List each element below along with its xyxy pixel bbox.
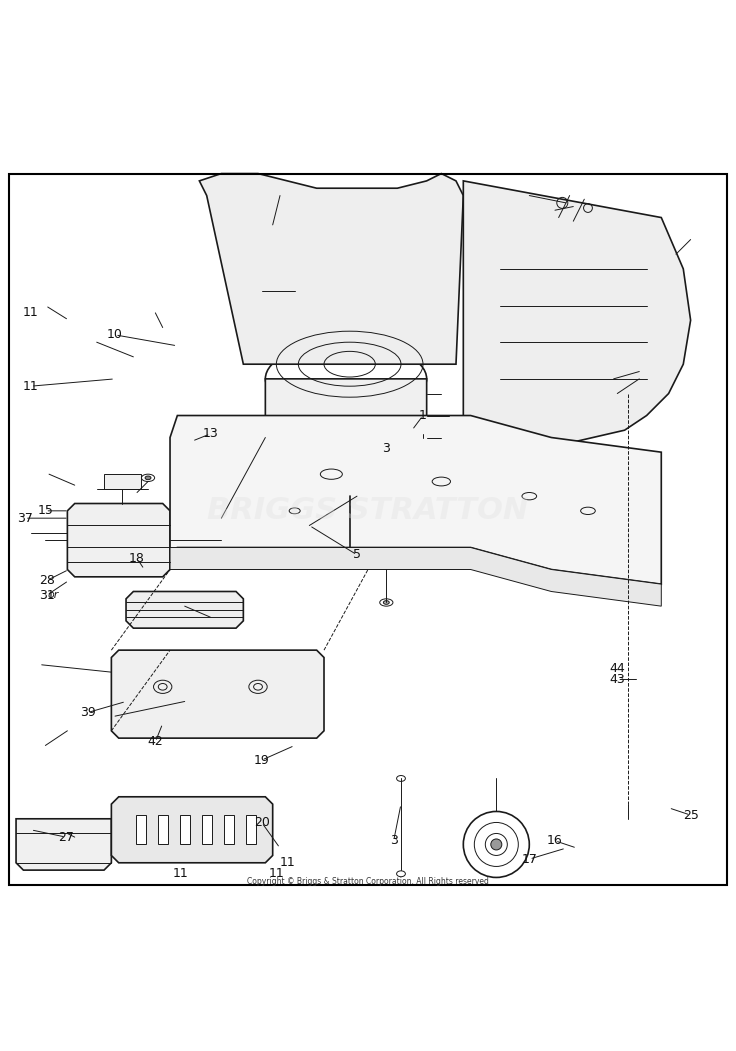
Text: 3: 3 [390, 834, 397, 847]
Text: 11: 11 [280, 857, 295, 869]
Text: 16: 16 [547, 834, 563, 847]
Polygon shape [111, 797, 272, 863]
Text: 11: 11 [173, 867, 189, 881]
Text: 42: 42 [147, 736, 163, 748]
Text: 31: 31 [39, 589, 54, 601]
Polygon shape [266, 378, 427, 496]
Text: BRIGGS STRATTON: BRIGGS STRATTON [208, 496, 528, 526]
Text: 20: 20 [254, 816, 269, 829]
Text: 17: 17 [521, 852, 537, 866]
Text: 44: 44 [609, 662, 625, 675]
Polygon shape [170, 548, 661, 606]
Polygon shape [222, 423, 266, 459]
Polygon shape [111, 651, 324, 738]
Text: 43: 43 [609, 673, 625, 686]
Text: 5: 5 [353, 549, 361, 561]
Text: 11: 11 [269, 867, 284, 881]
Ellipse shape [383, 601, 389, 604]
Text: 39: 39 [80, 706, 96, 719]
Polygon shape [170, 415, 661, 584]
Text: 19: 19 [254, 754, 269, 766]
Polygon shape [464, 181, 690, 452]
Bar [224, 816, 234, 844]
Text: 13: 13 [202, 428, 219, 440]
Text: 15: 15 [38, 504, 53, 517]
Text: 1: 1 [419, 409, 427, 423]
Ellipse shape [491, 839, 502, 850]
Text: 11: 11 [23, 306, 38, 320]
Polygon shape [16, 819, 111, 870]
Text: 27: 27 [58, 830, 74, 844]
Text: 3: 3 [383, 442, 390, 455]
Polygon shape [104, 474, 141, 489]
Text: or: or [47, 591, 58, 600]
Bar [180, 816, 190, 844]
Text: 28: 28 [39, 574, 54, 588]
Text: 10: 10 [107, 328, 123, 342]
Text: 25: 25 [683, 808, 698, 822]
Bar [246, 816, 256, 844]
Bar [158, 816, 168, 844]
Text: 18: 18 [129, 552, 145, 565]
Polygon shape [199, 173, 464, 365]
Ellipse shape [145, 476, 151, 479]
Text: Copyright © Briggs & Stratton Corporation. All Rights reserved: Copyright © Briggs & Stratton Corporatio… [247, 878, 489, 886]
Bar [135, 816, 146, 844]
Polygon shape [126, 592, 244, 628]
Bar [202, 816, 212, 844]
Text: 37: 37 [17, 512, 33, 524]
Text: 11: 11 [23, 379, 38, 393]
Polygon shape [68, 503, 170, 577]
